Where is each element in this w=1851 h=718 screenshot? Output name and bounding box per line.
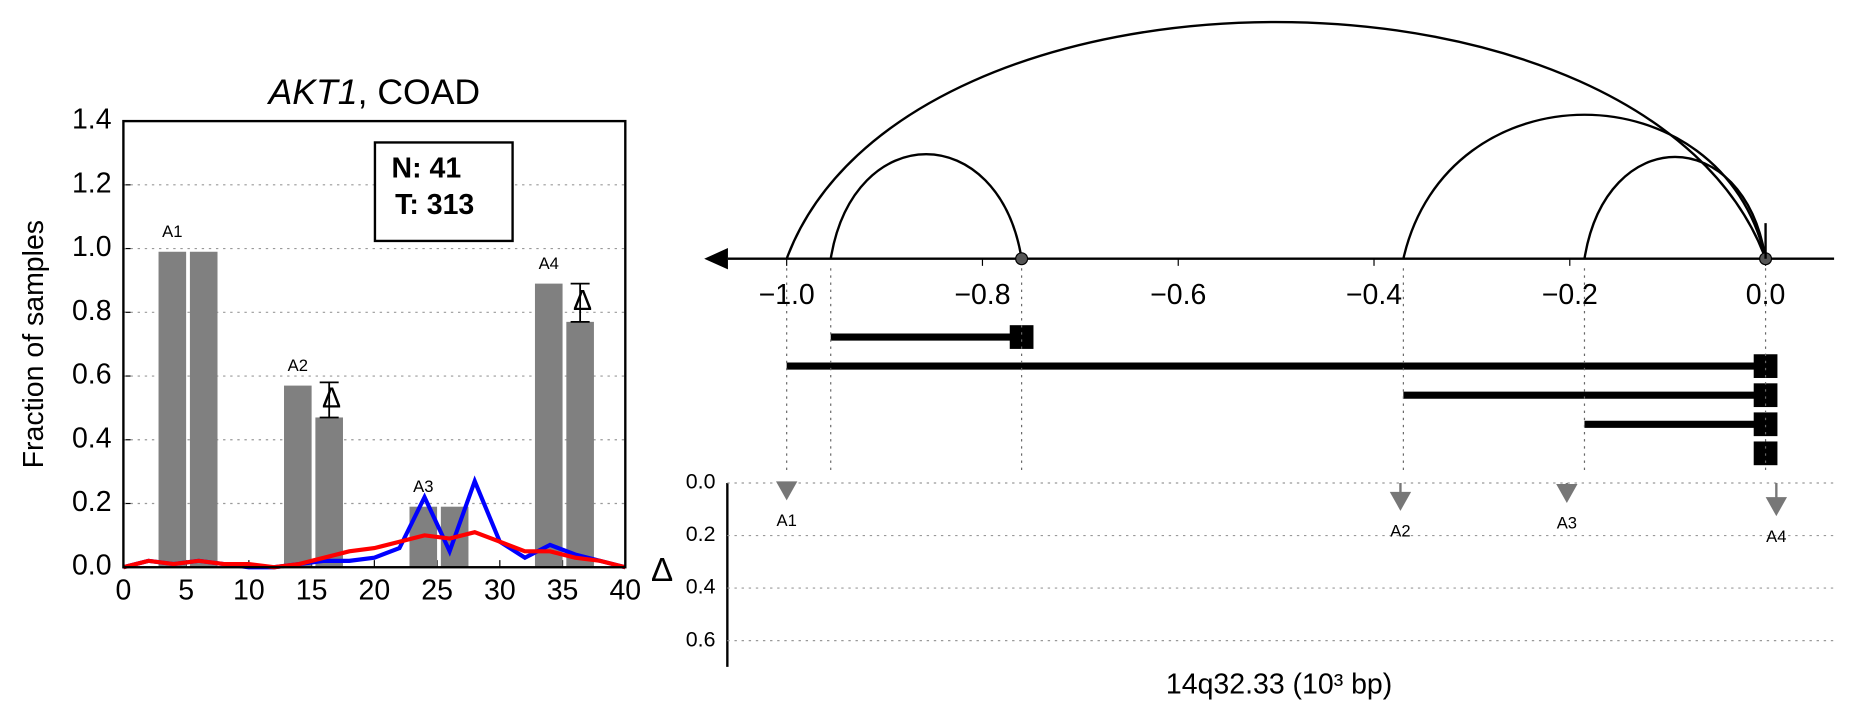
- arc: [829, 153, 1023, 259]
- x-tick-label: −0.6: [1150, 279, 1206, 311]
- y-tick-label: 1.4: [72, 104, 112, 136]
- x-tick-label: 25: [421, 575, 453, 607]
- bar: [158, 251, 187, 568]
- x-tick-label: 40: [609, 575, 641, 607]
- group-label: A4: [539, 254, 559, 273]
- marker: [1389, 491, 1412, 511]
- y-tick-label: 0.4: [72, 422, 112, 454]
- group-label: A3: [413, 477, 433, 496]
- x-tick-label: −0.2: [1542, 279, 1598, 311]
- x-tick-label: 10: [233, 575, 265, 607]
- y-tick-label: 0.8: [72, 295, 112, 327]
- y-tick-label: 1.2: [72, 167, 112, 199]
- y-tick-label: 0.6: [686, 627, 716, 651]
- annotation: N: 41: [392, 152, 462, 184]
- segment-end: [1753, 412, 1778, 437]
- group-label: A2: [288, 356, 308, 375]
- bar: [566, 321, 594, 568]
- bar: [534, 283, 563, 568]
- arc: [785, 20, 1767, 260]
- x-tick-label: 0: [115, 575, 131, 607]
- bar: [315, 417, 343, 568]
- delta-symbol: Δ: [573, 285, 592, 317]
- arc-anchor: [1015, 252, 1029, 266]
- segment-end: [1753, 383, 1778, 408]
- chart-title: AKT1, COAD: [267, 72, 481, 112]
- marker: [1556, 484, 1578, 503]
- delta-symbol: Δ: [322, 382, 341, 414]
- bar: [284, 385, 312, 568]
- y-axis-label: Δ: [651, 552, 673, 589]
- segment-end: [1009, 325, 1034, 349]
- bar: [189, 251, 218, 568]
- marker-label: A1: [777, 511, 797, 530]
- y-axis-label: Fraction of samples: [18, 220, 50, 468]
- arc: [1402, 113, 1767, 260]
- x-axis-label: 14q32.33 (10³ bp): [1166, 668, 1392, 700]
- x-tick-label: 20: [359, 575, 391, 607]
- title-part: AKT1: [267, 72, 358, 112]
- y-tick-label: 0.2: [72, 486, 112, 518]
- y-tick-label: 0.4: [686, 575, 716, 599]
- group-label: A1: [162, 222, 182, 241]
- marker-label: A3: [1557, 514, 1577, 533]
- y-tick-label: 1.0: [72, 231, 112, 263]
- x-tick-label: 15: [296, 575, 328, 607]
- plot-frame: [122, 119, 627, 569]
- x-tick-label: 30: [484, 575, 516, 607]
- y-tick-label: 0.0: [686, 470, 716, 494]
- marker-label: A4: [1766, 527, 1786, 546]
- x-tick-label: 5: [178, 575, 194, 607]
- marker-label: A2: [1390, 522, 1410, 541]
- axis-arrow: [704, 248, 728, 270]
- y-tick-label: 0.6: [72, 359, 112, 391]
- x-tick-label: −0.4: [1346, 279, 1402, 311]
- x-tick-label: 35: [547, 575, 579, 607]
- marker: [1765, 497, 1788, 517]
- line: [122, 530, 626, 570]
- annotation-box: [373, 141, 514, 243]
- y-tick-label: 0.0: [72, 550, 112, 582]
- x-tick-label: −0.8: [954, 279, 1010, 311]
- y-tick-label: 0.2: [686, 522, 716, 546]
- marker: [775, 481, 798, 501]
- title-part: , COAD: [358, 72, 481, 112]
- arc: [1583, 155, 1767, 259]
- segment-end: [1753, 354, 1778, 378]
- annotation: T: 313: [395, 189, 474, 221]
